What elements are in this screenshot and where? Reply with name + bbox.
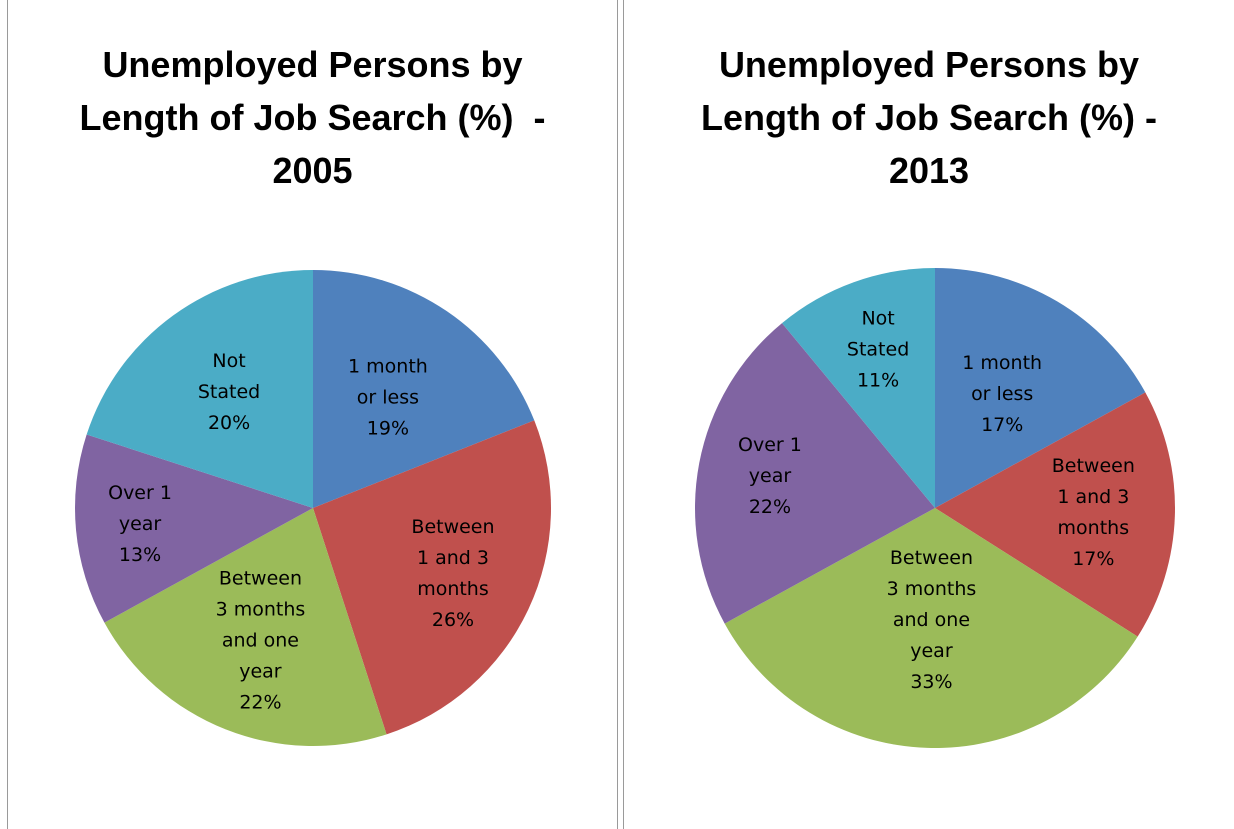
chart-title-line: Unemployed Persons by — [102, 44, 523, 85]
data-label-line: months — [1058, 517, 1130, 539]
data-label-over1y: Over 1 year 22% — [738, 434, 802, 518]
pie-slice-1to3 — [935, 392, 1175, 637]
data-label-line: Stated — [847, 338, 909, 360]
data-label-line: Over 1 — [108, 482, 172, 504]
data-label-line: months — [417, 578, 489, 600]
data-label-3to12: Between 3 months and one year 22% — [216, 567, 306, 713]
data-label-line: 3 months — [887, 578, 977, 600]
pie-chart-2005: 1 month or less 19% Between 1 and 3 months 26%… — [74, 270, 552, 747]
data-label-notstated: Not Stated 11% — [847, 307, 909, 391]
data-label-line: year — [749, 465, 792, 487]
data-label-line: Not — [861, 307, 894, 329]
data-label-line: or less — [971, 383, 1033, 405]
data-label-3to12: Between 3 months and one year 33% — [887, 547, 977, 693]
pie-slice-over1y — [74, 434, 313, 623]
data-label-percent: 26% — [432, 609, 474, 631]
data-label-line: 1 month — [348, 355, 428, 377]
pie-slice-notstated — [782, 268, 935, 508]
data-label-percent: 11% — [857, 369, 899, 391]
chart-title-line: 2005 — [272, 150, 353, 191]
pie-slice-1m — [313, 270, 535, 508]
data-label-line: 1 and 3 — [1057, 486, 1129, 508]
data-label-notstated: Not Stated 20% — [198, 350, 260, 434]
chart-title-line: Length of Job Search (%) - — [79, 97, 546, 138]
data-label-line: and one — [222, 629, 299, 651]
data-label-1to3: Between 1 and 3 months 26% — [411, 516, 494, 631]
data-label-line: and one — [893, 609, 970, 631]
data-label-1m: 1 month or less 19% — [348, 355, 428, 439]
data-label-percent: 13% — [119, 544, 161, 566]
data-label-line: year — [239, 660, 282, 682]
chart-title-line: Length of Job Search (%) - — [700, 97, 1157, 138]
data-label-line: year — [910, 640, 953, 662]
data-label-1m: 1 month or less 17% — [962, 352, 1042, 436]
pie-chart-2013: 1 month or less 17% Between 1 and 3 months 17%… — [695, 268, 1175, 749]
data-label-line: or less — [357, 386, 419, 408]
data-label-percent: 17% — [981, 414, 1023, 436]
data-label-percent: 33% — [910, 671, 952, 693]
data-label-over1y: Over 1 year 13% — [108, 482, 172, 566]
data-label-line: 1 and 3 — [417, 547, 489, 569]
pie-slice-over1y — [695, 323, 935, 624]
chart-title: Unemployed Persons by Length of Job Sear… — [624, 38, 1234, 197]
chart-title-line: 2013 — [888, 150, 970, 191]
pie-slice-notstated — [86, 270, 313, 508]
data-label-line: 3 months — [216, 598, 306, 620]
pie-slice-1m — [935, 268, 1146, 508]
data-label-percent: 20% — [208, 412, 250, 434]
chart-panel-2005: Unemployed Persons by Length of Job Sear… — [7, 0, 618, 829]
pie-slice-1to3 — [313, 420, 552, 735]
data-label-percent: 22% — [239, 691, 281, 713]
pie-slice-3to12 — [104, 508, 387, 747]
data-label-line: Between — [890, 547, 973, 569]
chart-panel-2013: Unemployed Persons by Length of Job Sear… — [623, 0, 1234, 829]
data-label-percent: 17% — [1072, 548, 1114, 570]
data-label-1to3: Between 1 and 3 months 17% — [1052, 455, 1135, 570]
data-label-line: Over 1 — [738, 434, 802, 456]
data-label-line: Between — [1052, 455, 1135, 477]
chart-title: Unemployed Persons by Length of Job Sear… — [8, 38, 617, 197]
chart-title-line: Unemployed Persons by — [718, 44, 1140, 85]
data-label-line: 1 month — [962, 352, 1042, 374]
data-label-percent: 22% — [749, 496, 791, 518]
pie-slice-3to12 — [724, 508, 1138, 749]
data-label-line: Not — [212, 350, 245, 372]
data-label-percent: 19% — [367, 417, 409, 439]
data-label-line: Between — [219, 567, 302, 589]
data-label-line: year — [119, 513, 162, 535]
data-label-line: Between — [411, 516, 494, 538]
data-label-line: Stated — [198, 381, 260, 403]
